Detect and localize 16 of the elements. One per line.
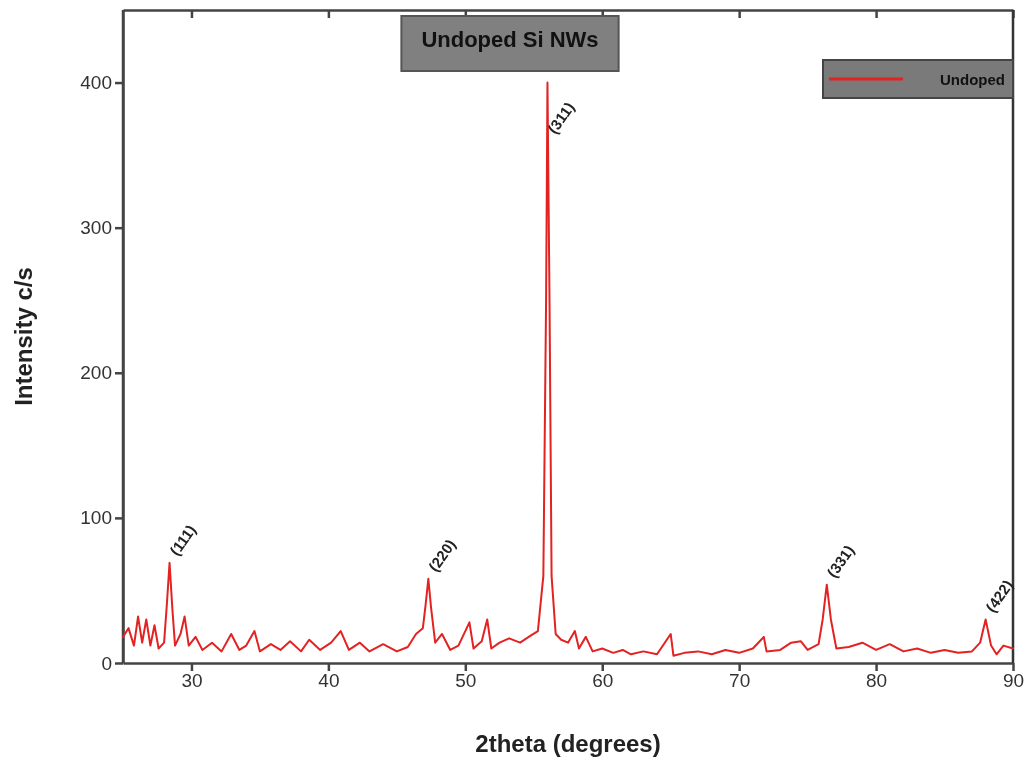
x-tick-label: 40 bbox=[318, 670, 340, 692]
x-axis-title: 2theta (degrees) bbox=[475, 730, 661, 757]
x-tick-label: 80 bbox=[866, 670, 888, 692]
x-tick-label: 50 bbox=[455, 670, 477, 692]
x-tick-label: 70 bbox=[729, 670, 751, 692]
y-tick-label: 200 bbox=[80, 362, 112, 384]
x-tick-label: 60 bbox=[592, 670, 614, 692]
y-axis-title: Intensity c/s bbox=[10, 267, 37, 406]
x-tick-label: 30 bbox=[181, 670, 203, 692]
x-tick-label: 90 bbox=[1002, 670, 1025, 692]
y-tick-label: 100 bbox=[80, 507, 112, 529]
y-tick-label: 0 bbox=[101, 652, 112, 674]
y-tick-label: 400 bbox=[80, 72, 112, 94]
text: Undoped Si NWs bbox=[421, 27, 599, 52]
y-tick-label: 300 bbox=[80, 217, 112, 239]
legend: Undoped bbox=[822, 59, 1014, 99]
